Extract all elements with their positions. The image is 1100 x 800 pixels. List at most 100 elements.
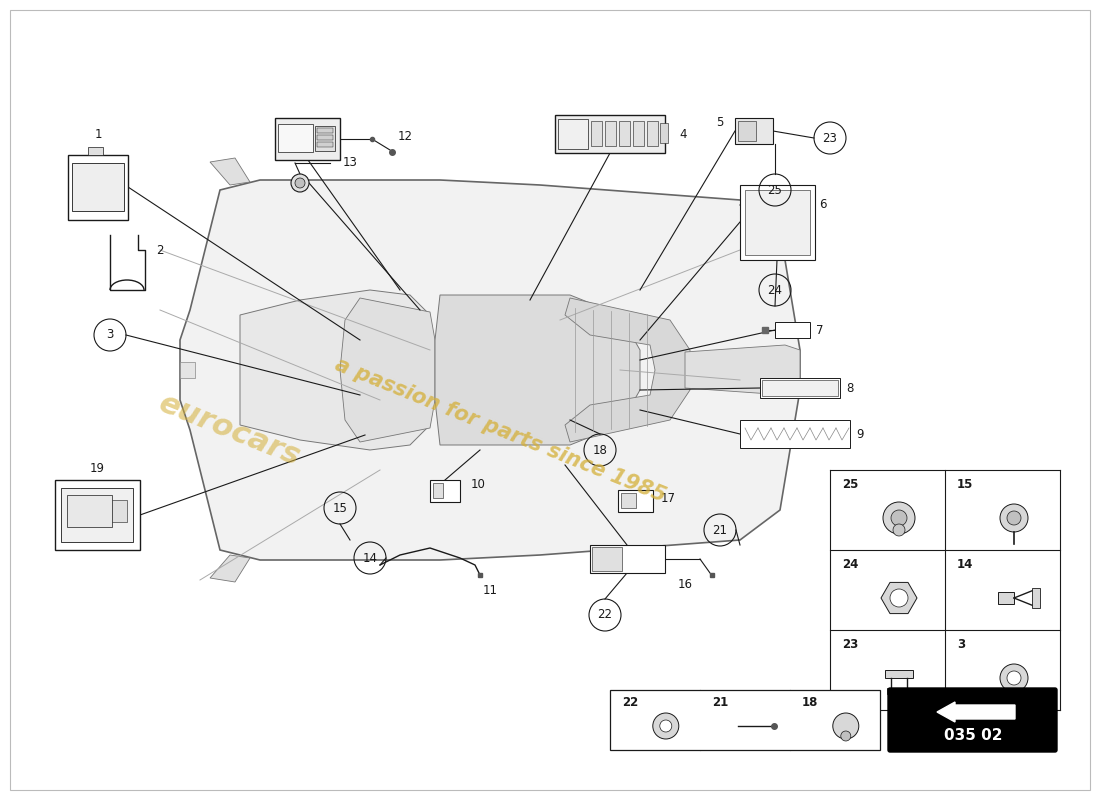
Bar: [647, 121, 658, 146]
Bar: [590, 545, 666, 573]
Circle shape: [1006, 511, 1021, 525]
Circle shape: [891, 510, 908, 526]
FancyBboxPatch shape: [888, 688, 1057, 752]
Circle shape: [660, 720, 672, 732]
Text: 25: 25: [768, 183, 782, 197]
Text: 24: 24: [768, 283, 782, 297]
Text: 21: 21: [712, 695, 728, 709]
Bar: [315, 126, 336, 151]
Text: 23: 23: [842, 638, 858, 650]
Polygon shape: [210, 158, 250, 185]
Bar: [275, 118, 340, 160]
Circle shape: [833, 713, 859, 739]
Text: 3: 3: [107, 329, 113, 342]
Text: 13: 13: [342, 157, 358, 170]
Polygon shape: [240, 290, 430, 450]
Bar: [660, 123, 668, 143]
Bar: [558, 119, 589, 149]
Text: 9: 9: [856, 427, 864, 441]
Bar: [740, 185, 815, 260]
Text: 4: 4: [680, 127, 686, 141]
Bar: [632, 121, 644, 146]
Bar: [887, 688, 911, 694]
Bar: [760, 378, 840, 398]
Circle shape: [652, 713, 679, 739]
Text: 14: 14: [957, 558, 974, 570]
Text: 5: 5: [716, 117, 724, 130]
Text: 7: 7: [816, 323, 824, 337]
Circle shape: [1000, 504, 1028, 532]
Bar: [317, 142, 333, 147]
Text: 24: 24: [842, 558, 858, 570]
Circle shape: [840, 731, 850, 741]
Bar: [619, 121, 630, 146]
Text: 6: 6: [820, 198, 827, 211]
Bar: [591, 121, 602, 146]
Circle shape: [295, 178, 305, 188]
Text: 2: 2: [156, 243, 164, 257]
Text: 14: 14: [363, 551, 377, 565]
Bar: [556, 115, 666, 153]
Text: 25: 25: [842, 478, 858, 490]
Polygon shape: [685, 345, 800, 395]
Text: 15: 15: [957, 478, 974, 490]
Bar: [430, 480, 460, 502]
Text: 16: 16: [678, 578, 693, 591]
Bar: [738, 121, 756, 141]
Text: 1: 1: [95, 129, 101, 142]
Bar: [886, 670, 913, 678]
Bar: [68, 155, 128, 220]
Bar: [60, 488, 133, 542]
Text: 22: 22: [621, 695, 638, 709]
Text: 18: 18: [593, 443, 607, 457]
Text: 12: 12: [397, 130, 412, 142]
Text: 3: 3: [957, 638, 965, 650]
Text: 10: 10: [471, 478, 485, 491]
Bar: [1032, 588, 1040, 608]
Bar: [762, 380, 838, 396]
Bar: [618, 490, 653, 512]
Text: 8: 8: [846, 382, 854, 394]
Text: 11: 11: [483, 583, 497, 597]
Bar: [278, 124, 314, 152]
Bar: [621, 493, 636, 508]
Text: 23: 23: [823, 131, 837, 145]
Circle shape: [883, 502, 915, 534]
Bar: [776, 322, 810, 338]
Bar: [745, 190, 810, 255]
Circle shape: [1006, 671, 1021, 685]
Circle shape: [893, 524, 905, 536]
Circle shape: [292, 174, 309, 192]
Bar: [72, 163, 124, 211]
Text: 22: 22: [597, 609, 613, 622]
Bar: [592, 547, 622, 571]
FancyArrow shape: [937, 702, 1015, 722]
Circle shape: [890, 589, 908, 607]
Text: 17: 17: [660, 491, 675, 505]
Bar: [317, 128, 333, 133]
Bar: [740, 420, 850, 448]
Bar: [998, 592, 1014, 604]
Text: 035 02: 035 02: [944, 729, 1002, 743]
Text: a passion for parts since 1985: a passion for parts since 1985: [332, 354, 669, 506]
Bar: [67, 495, 112, 527]
Bar: [88, 147, 103, 155]
Bar: [317, 135, 333, 140]
Text: 19: 19: [89, 462, 104, 474]
Bar: [180, 362, 195, 378]
Polygon shape: [180, 180, 800, 560]
Polygon shape: [434, 295, 640, 445]
Bar: [610, 690, 880, 750]
Polygon shape: [340, 298, 434, 442]
Text: 21: 21: [713, 523, 727, 537]
Bar: [112, 500, 126, 522]
Polygon shape: [210, 555, 250, 582]
Bar: [605, 121, 616, 146]
Polygon shape: [565, 298, 690, 442]
Text: eurocars: eurocars: [155, 389, 305, 471]
Bar: [735, 118, 773, 144]
Text: 18: 18: [802, 695, 818, 709]
Polygon shape: [881, 582, 917, 614]
Bar: [433, 483, 443, 498]
Bar: [55, 480, 140, 550]
